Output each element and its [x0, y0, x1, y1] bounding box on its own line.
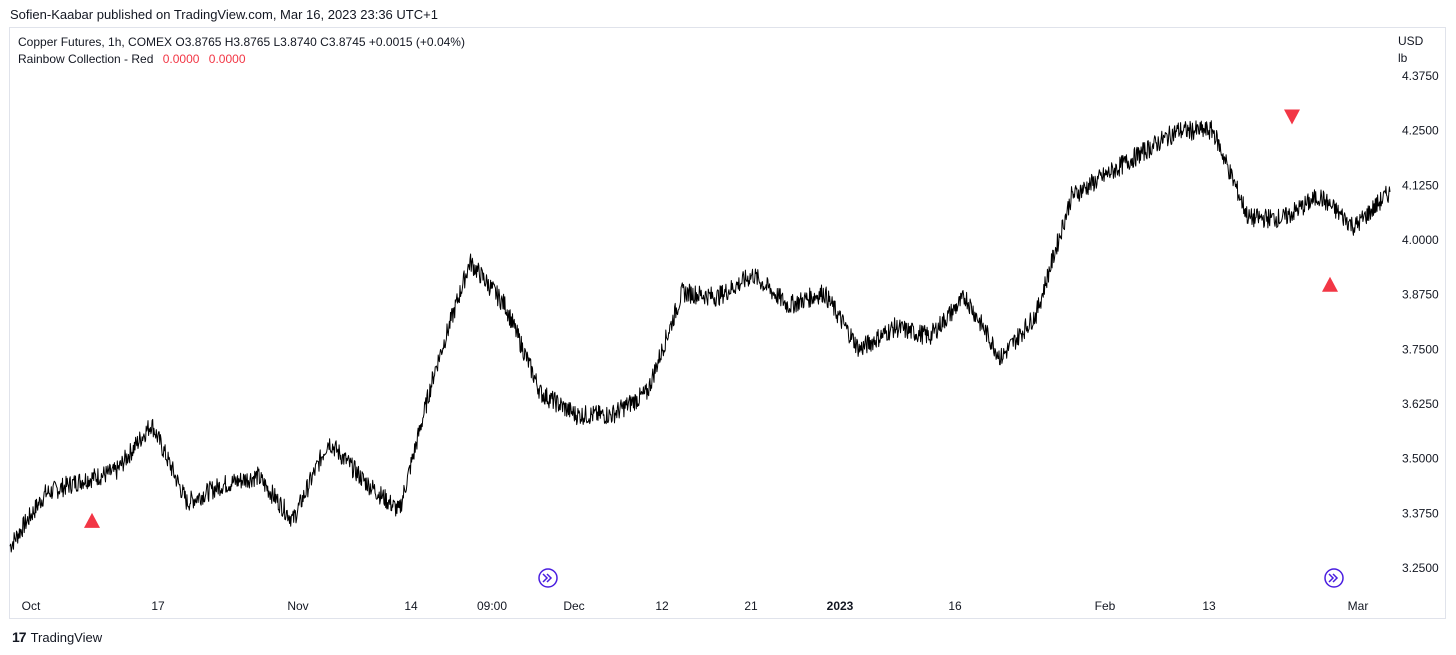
signal-up-triangle-icon — [84, 512, 100, 528]
indicator-name: Rainbow Collection - Red — [18, 52, 154, 66]
signals-group — [84, 109, 1338, 528]
price-series-line — [9, 120, 1391, 553]
x-tick-label: 14 — [404, 599, 418, 613]
events-group — [538, 568, 1344, 588]
y-tick-label: 3.5000 — [1402, 452, 1439, 466]
price-line-group — [9, 120, 1391, 553]
signal-down-triangle-icon — [1284, 109, 1300, 125]
y-tick-label: 4.3750 — [1402, 69, 1439, 83]
x-tick-label: 12 — [655, 599, 669, 613]
indicator-value-2: 0.0000 — [208, 52, 246, 66]
publisher-line: Sofien-Kaabar published on TradingView.c… — [10, 7, 438, 22]
currency-label: USD — [1398, 34, 1424, 48]
symbol-legend[interactable]: Copper Futures, 1h, COMEX O3.8765 H3.876… — [18, 35, 465, 49]
x-tick-label: Feb — [1095, 599, 1116, 613]
x-tick-label: Oct — [22, 599, 41, 613]
y-tick-label: 3.3750 — [1402, 506, 1439, 520]
event-chevrons — [1328, 573, 1339, 583]
x-tick-label: 13 — [1202, 599, 1216, 613]
y-tick-label: 3.8750 — [1402, 288, 1439, 302]
x-axis: Oct 17 Nov 14 09:00 Dec 12 21 2023 16 Feb 13 Mar — [22, 599, 1369, 613]
x-tick-label: 17 — [151, 599, 165, 613]
event-chevrons — [542, 573, 553, 583]
x-tick-label: Nov — [287, 599, 308, 613]
unit-label: lb — [1398, 51, 1408, 65]
x-tick-label: 09:00 — [477, 599, 507, 613]
double-chevron-right-icon — [538, 568, 558, 588]
y-tick-label: 3.7500 — [1402, 342, 1439, 356]
chart-frame — [9, 27, 1446, 619]
signal-up-triangle-icon — [1322, 276, 1338, 292]
x-tick-label: 2023 — [827, 599, 854, 613]
y-tick-label: 3.6250 — [1402, 397, 1439, 411]
x-tick-label: Dec — [563, 599, 584, 613]
indicator-legend[interactable]: Rainbow Collection - Red 0.0000 0.0000 — [18, 52, 246, 66]
y-tick-label: 3.2500 — [1402, 561, 1439, 575]
y-tick-label: 4.1250 — [1402, 178, 1439, 192]
tradingview-footer[interactable]: 17 TradingView — [12, 629, 102, 645]
x-tick-label: Mar — [1348, 599, 1369, 613]
currency-unit[interactable]: USD lb — [1398, 33, 1423, 67]
brand-label: TradingView — [30, 629, 103, 645]
x-tick-label: 21 — [744, 599, 758, 613]
y-tick-label: 4.0000 — [1402, 233, 1439, 247]
y-tick-label: 4.2500 — [1402, 124, 1439, 138]
x-tick-label: 16 — [948, 599, 962, 613]
tradingview-logo-icon: 17 — [12, 629, 27, 645]
double-chevron-right-icon — [1324, 568, 1344, 588]
y-axis: 4.3750 4.2500 4.1250 4.0000 3.8750 3.7500 3.62… — [1402, 69, 1439, 575]
indicator-value-1: 0.0000 — [162, 52, 200, 66]
